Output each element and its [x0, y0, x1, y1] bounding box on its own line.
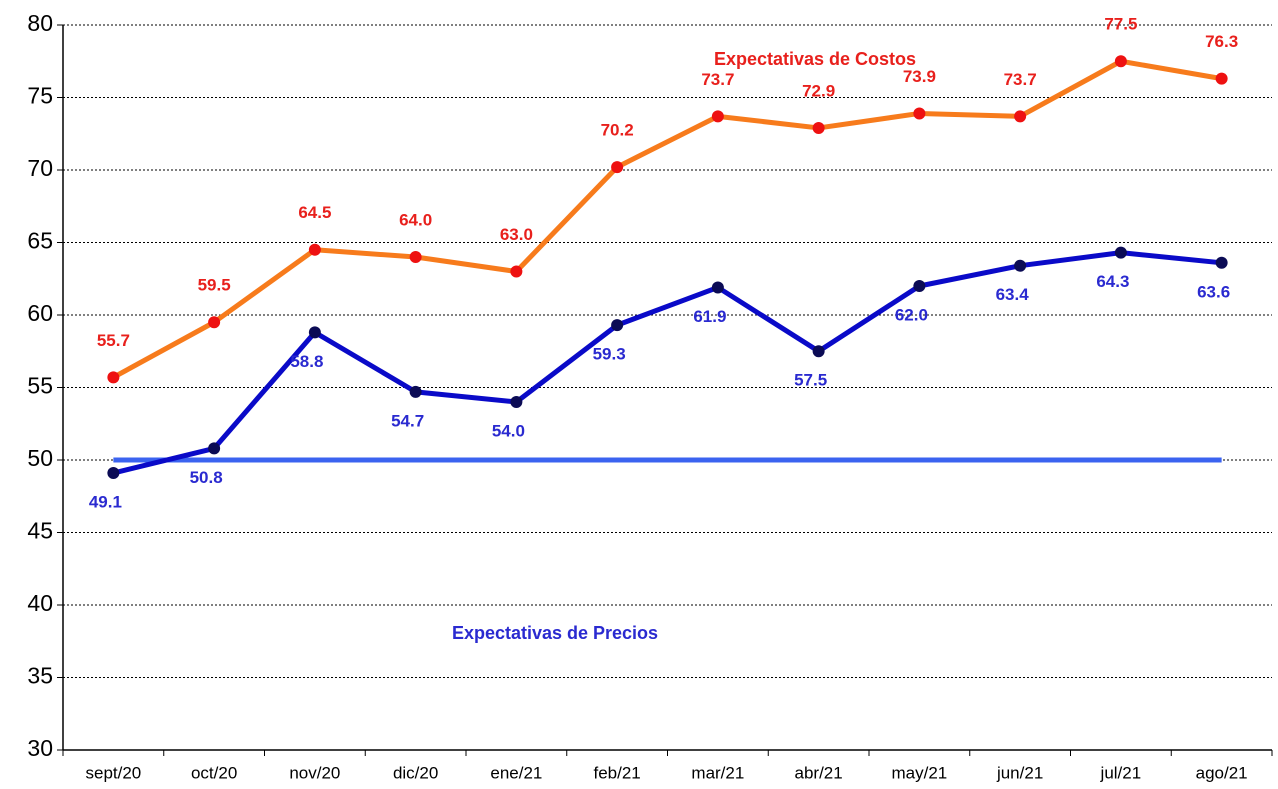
data-point: [208, 442, 221, 455]
data-point: [711, 110, 724, 123]
data-point: [611, 319, 624, 332]
series-name: Expectativas de Costos: [714, 49, 916, 69]
data-label: 54.7: [391, 411, 424, 430]
data-point: [107, 467, 120, 480]
data-point: [510, 396, 523, 408]
y-tick-label: 55: [27, 373, 53, 399]
data-label: 62.0: [895, 305, 928, 324]
series-line: [112, 250, 1222, 476]
x-tick-label: may/21: [892, 763, 948, 782]
y-tick-label: 75: [27, 83, 53, 109]
data-point: [409, 385, 422, 398]
data-point: [510, 265, 523, 278]
data-label: 64.3: [1096, 272, 1129, 291]
x-tick-label: jul/21: [1100, 763, 1142, 782]
data-point: [812, 345, 825, 358]
data-label: 50.8: [190, 468, 223, 487]
y-tick-label: 70: [27, 155, 53, 181]
data-label: 63.0: [500, 225, 533, 244]
data-label: 54.0: [492, 421, 525, 440]
x-tick-label: sept/20: [85, 763, 141, 782]
x-tick-label: jun/21: [996, 763, 1043, 782]
data-label: 59.3: [593, 345, 626, 364]
data-label: 73.7: [701, 70, 734, 89]
data-label: 64.5: [298, 203, 331, 222]
data-label: 49.1: [89, 493, 122, 512]
data-point: [308, 326, 321, 339]
data-point: [711, 281, 724, 294]
y-tick-label: 40: [27, 590, 53, 616]
x-tick-label: ago/21: [1196, 763, 1248, 782]
x-tick-label: abr/21: [795, 763, 843, 782]
x-tick-label: feb/21: [593, 763, 640, 782]
data-point: [409, 251, 422, 263]
data-point: [812, 121, 825, 134]
data-label: 64.0: [399, 210, 432, 229]
data-point: [1215, 72, 1228, 85]
data-label: 70.2: [601, 121, 634, 140]
data-label: 58.8: [290, 352, 323, 371]
data-label: 63.6: [1197, 282, 1230, 301]
y-tick-label: 80: [27, 10, 53, 36]
data-label: 76.3: [1205, 32, 1238, 51]
y-tick-label: 50: [27, 445, 53, 471]
data-label: 55.7: [97, 331, 130, 350]
data-label: 63.4: [996, 285, 1030, 304]
data-point: [1114, 55, 1127, 68]
y-tick-label: 30: [27, 735, 53, 761]
series-name: Expectativas de Precios: [452, 623, 658, 643]
data-label: 73.7: [1004, 70, 1037, 89]
x-tick-label: nov/20: [289, 763, 340, 782]
y-tick-label: 45: [27, 518, 53, 544]
y-tick-label: 60: [27, 300, 53, 326]
data-point: [107, 371, 120, 384]
x-tick-label: ene/21: [490, 763, 542, 782]
data-point: [1014, 259, 1027, 272]
data-point: [1215, 256, 1228, 269]
data-label: 72.9: [802, 81, 835, 100]
data-point: [913, 107, 926, 120]
data-point: [308, 243, 321, 256]
data-label: 73.9: [903, 67, 936, 86]
x-tick-label: mar/21: [691, 763, 744, 782]
data-point: [913, 280, 926, 292]
x-tick-label: dic/20: [393, 763, 438, 782]
data-point: [1014, 110, 1027, 123]
data-label: 61.9: [693, 307, 726, 326]
data-label: 77.5: [1104, 15, 1137, 34]
data-point: [611, 161, 624, 174]
data-label: 59.5: [198, 276, 231, 295]
x-tick-label: oct/20: [191, 763, 237, 782]
series-line: [112, 58, 1223, 380]
data-point: [208, 316, 221, 329]
y-tick-label: 65: [27, 228, 53, 254]
data-label: 57.5: [794, 371, 827, 390]
y-tick-label: 35: [27, 663, 53, 689]
data-point: [1114, 246, 1127, 259]
